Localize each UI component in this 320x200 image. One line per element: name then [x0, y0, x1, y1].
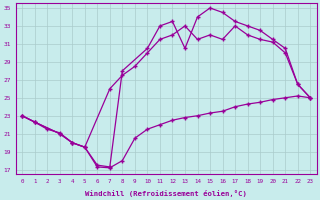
X-axis label: Windchill (Refroidissement éolien,°C): Windchill (Refroidissement éolien,°C) [85, 190, 247, 197]
